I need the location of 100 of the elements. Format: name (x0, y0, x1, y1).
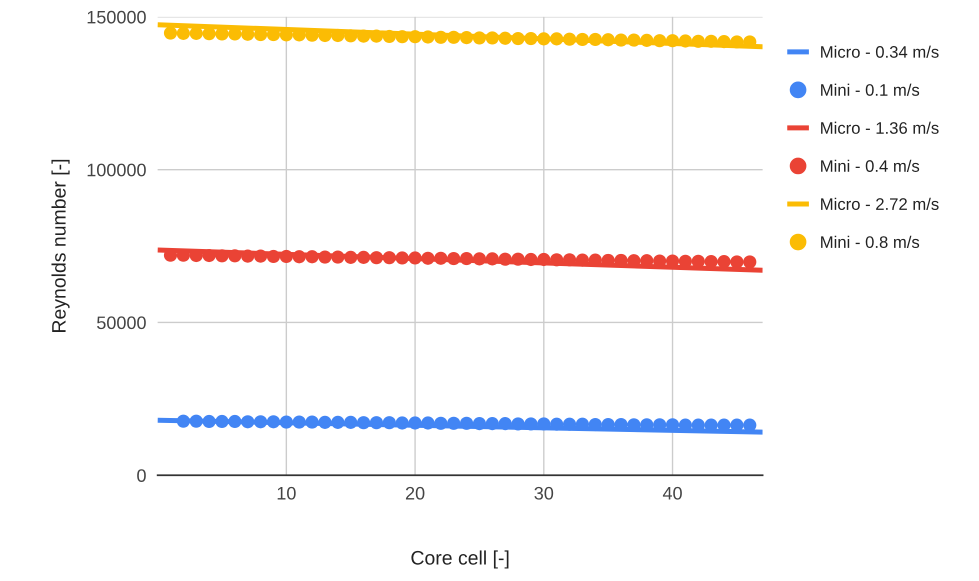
point (588, 32, 602, 46)
y-axis-title: Reynolds number [-] (51, 160, 70, 332)
point (356, 30, 370, 43)
point (164, 26, 178, 40)
point (692, 254, 705, 268)
x-tick-label: 40 (662, 486, 682, 500)
point (292, 415, 306, 429)
point (588, 418, 602, 432)
x-tick-label: 20 (406, 486, 424, 500)
point (472, 252, 486, 266)
point (692, 34, 705, 48)
point (511, 417, 525, 431)
point (396, 30, 409, 44)
point (576, 32, 590, 46)
point (382, 30, 396, 43)
point (498, 417, 512, 430)
point (266, 415, 280, 428)
legend-label: Mini - 0.4 m/s (821, 160, 920, 172)
point (215, 249, 229, 262)
point (202, 414, 216, 428)
point (460, 252, 474, 266)
point (460, 31, 474, 44)
point (434, 416, 448, 430)
point (704, 34, 718, 48)
point (717, 35, 731, 48)
x-axis-title: Core cell [-] (411, 550, 508, 569)
point (537, 417, 550, 431)
point (202, 27, 216, 40)
y-tick-label: 100000 (88, 164, 146, 176)
point (550, 32, 564, 46)
point (730, 35, 744, 48)
point (356, 416, 370, 430)
point (537, 252, 550, 266)
point (602, 33, 615, 46)
point (318, 416, 332, 429)
y-tick-label: 150000 (88, 10, 146, 24)
point (396, 251, 409, 265)
point (382, 416, 396, 430)
point (421, 30, 435, 44)
point (434, 30, 448, 44)
point (228, 414, 242, 428)
point (254, 415, 268, 428)
point (550, 418, 564, 431)
point (215, 27, 229, 41)
point (678, 34, 692, 48)
point (382, 251, 396, 264)
point (614, 33, 628, 47)
point (524, 417, 538, 431)
point (331, 28, 344, 42)
point (653, 34, 666, 48)
point (562, 418, 576, 431)
point (666, 34, 680, 48)
point (472, 417, 486, 430)
point (640, 34, 654, 47)
point (704, 255, 718, 268)
point (511, 252, 525, 266)
point (550, 253, 564, 266)
point (562, 253, 576, 266)
point (176, 26, 190, 40)
point (447, 252, 460, 266)
y-tick-label: 0 (137, 469, 146, 482)
point (472, 31, 486, 45)
point (524, 252, 538, 266)
point (562, 32, 576, 46)
point (498, 32, 512, 45)
point (306, 250, 319, 264)
legend-label: Mini - 0.8 m/s (821, 236, 920, 248)
x-tick-label: 30 (534, 486, 554, 500)
point (421, 252, 435, 265)
legend-label: Micro - 0.34 m/s (821, 46, 939, 58)
point (717, 255, 731, 268)
legend-label: Micro - 1.36 m/s (821, 122, 939, 134)
point (486, 31, 499, 45)
point (396, 416, 409, 430)
point (228, 249, 242, 262)
point (447, 416, 460, 430)
point (370, 416, 384, 430)
point (202, 248, 216, 262)
point (511, 32, 525, 46)
point (254, 250, 268, 263)
point (241, 415, 254, 428)
point (266, 250, 280, 264)
point (292, 250, 306, 264)
point (306, 415, 319, 429)
point (280, 415, 293, 429)
point (627, 33, 640, 47)
point (408, 416, 422, 430)
point (318, 250, 332, 264)
y-tick-label: 50000 (97, 316, 146, 330)
point (344, 416, 358, 429)
point (537, 32, 550, 46)
legend-label: Micro - 2.72 m/s (821, 198, 939, 210)
point (190, 26, 203, 40)
point (241, 250, 254, 263)
point (498, 252, 512, 266)
point (524, 32, 538, 46)
point (743, 255, 756, 269)
x-tick-label: 10 (278, 486, 296, 500)
point (447, 30, 460, 44)
point (486, 252, 499, 266)
